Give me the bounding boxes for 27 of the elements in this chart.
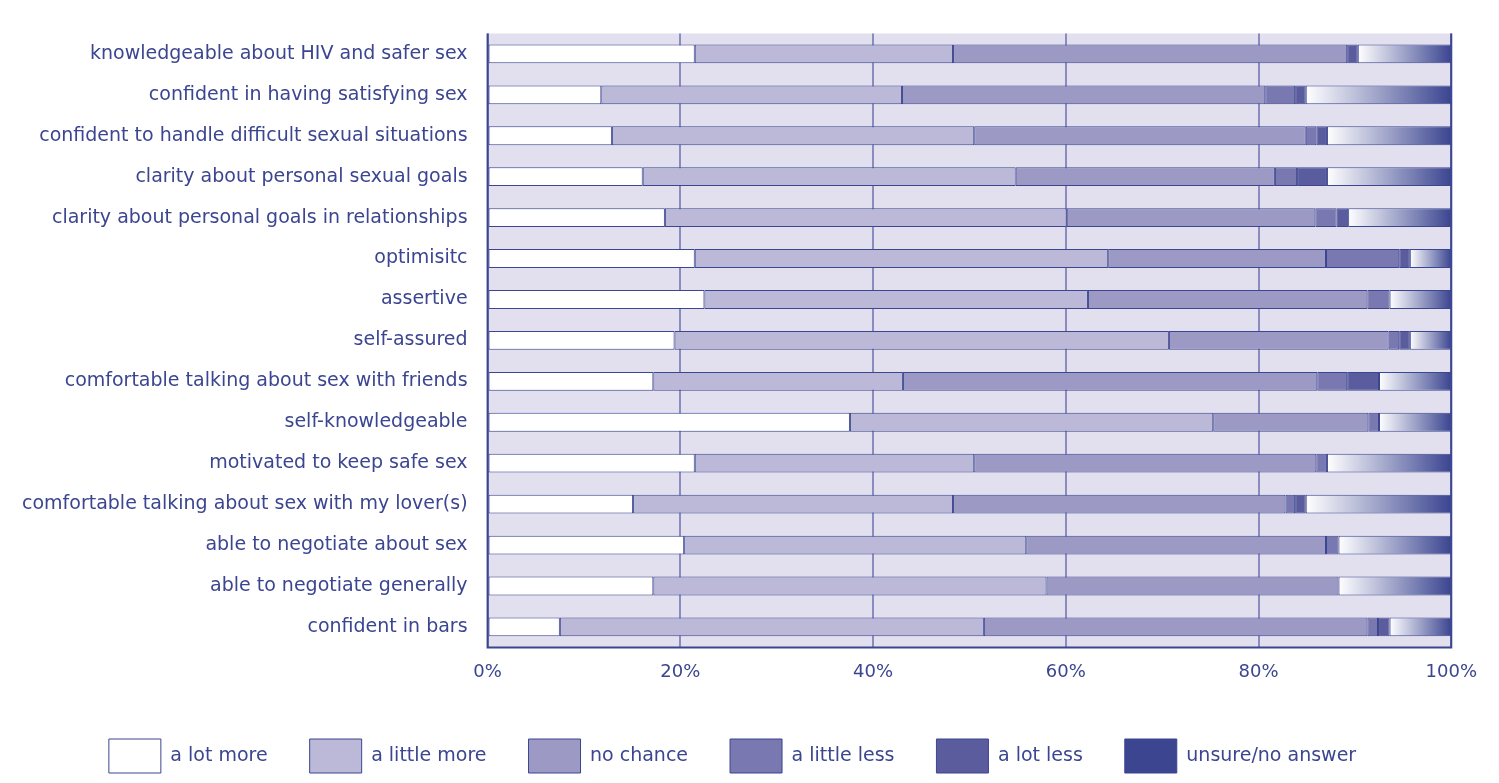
y-tick-label: clarity about personal goals in relationships — [51, 204, 468, 227]
y-tick-label: comfortable talking about sex with my lover(s) — [21, 491, 468, 514]
y-tick-label: knowledgeable about HIV and safer sex — [90, 40, 468, 63]
legend-label: unsure/no answer — [1186, 742, 1357, 765]
y-tick-label: clarity about personal sexual goals — [135, 163, 468, 186]
y-tick-label: confident in having satisfying sex — [148, 81, 468, 104]
y-tick-label: assertive — [380, 286, 468, 309]
legend-label: a lot more — [170, 742, 268, 765]
y-tick-label: confident in bars — [307, 613, 468, 636]
x-tick-label: 40% — [853, 659, 894, 681]
y-tick-label: self-assured — [353, 327, 468, 350]
x-tick-label: 0% — [473, 659, 502, 681]
y-tick-label: able to negotiate about sex — [205, 532, 468, 554]
y-tick-label: able to negotiate generally — [210, 572, 468, 595]
y-tick-label: comfortable talking about sex with friends — [64, 368, 468, 391]
y-tick-label: self-knowledgeable — [284, 409, 468, 432]
legend-label: a little more — [371, 742, 487, 765]
legend-label: a lot less — [997, 742, 1083, 765]
y-tick-label: motivated to keep safe sex — [209, 450, 468, 473]
x-tick-label: 80% — [1238, 659, 1279, 681]
y-tick-label: confident to handle difficult sexual situations — [39, 122, 468, 145]
x-tick-label: 60% — [1045, 659, 1086, 681]
legend-label: a little less — [791, 742, 895, 765]
x-tick-label: 100% — [1425, 659, 1477, 681]
legend-label: no chance — [590, 742, 689, 765]
x-tick-label: 20% — [660, 659, 701, 681]
y-tick-label: optimisitc — [374, 245, 468, 268]
